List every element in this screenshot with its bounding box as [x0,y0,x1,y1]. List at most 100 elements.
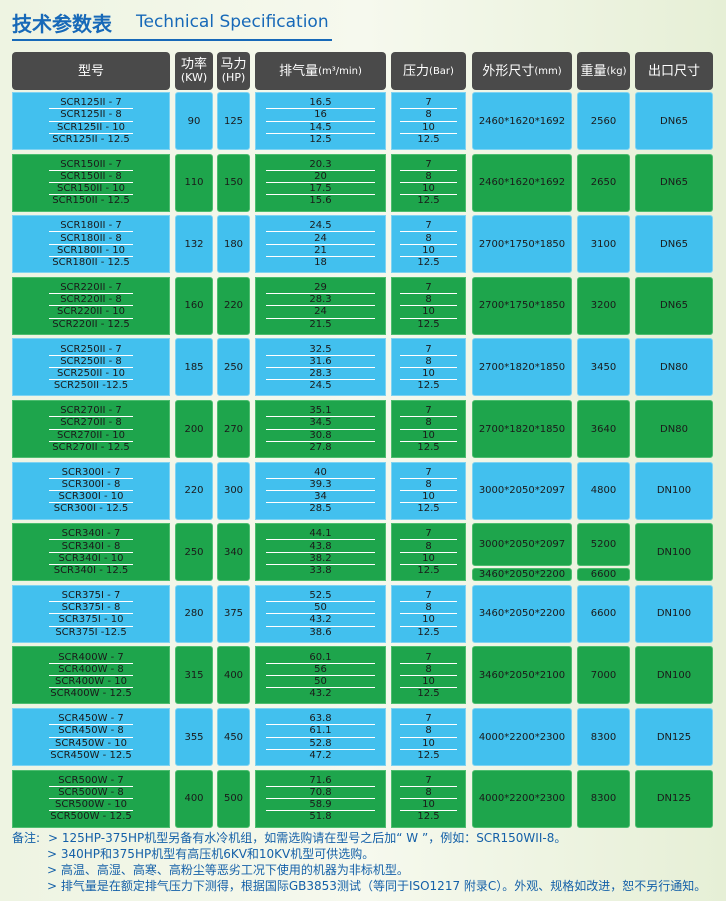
pressure: 8 [400,232,457,245]
pressure: 12.5 [417,688,440,700]
model: SCR300I - 10 [49,491,133,504]
pressure-cell: 7 8 10 12.5 [391,400,466,458]
model-cell: SCR270II - 7 SCR270II - 8 SCR270II - 10 SCR… [12,400,170,458]
flow: 38.6 [309,626,332,638]
flow: 70.8 [266,787,375,800]
column-header: 马力 (HP) [217,52,250,90]
model: SCR220II - 10 [49,306,133,319]
flow: 24 [266,306,375,319]
flow: 44.1 [266,528,375,541]
model: SCR375I - 8 [49,602,133,615]
model: SCR220II - 12.5 [52,318,130,330]
horsepower: 375 [217,584,250,643]
pressure: 10 [400,738,457,750]
model-cell: SCR250II - 7 SCR250II - 8 SCR250II - 10 SCR… [12,338,170,397]
model: SCR125II - 8 [49,109,133,122]
flow-cell: 44.1 43.8 38.2 33.8 [255,523,386,582]
header-unit: (m³/min) [318,65,362,77]
pressure: 10 [400,553,457,565]
model: SCR180II - 8 [49,232,133,245]
flow: 30.8 [266,430,375,442]
flow-cell: 40 39.3 34 28.5 [255,461,386,520]
model: SCR400W - 12.5 [50,688,132,700]
model: SCR450W - 7 [49,713,133,726]
power: 220 [175,461,213,520]
pressure: 8 [400,725,457,738]
flow: 12.5 [309,133,332,145]
pressure: 10 [400,676,457,689]
model: SCR250II - 7 [49,343,133,356]
outlet: DN100 [635,523,713,582]
weight: 3450 [577,338,630,397]
header-title: 重量 [580,63,607,79]
flow-cell: 63.8 61.1 52.8 47.2 [255,708,386,766]
header-unit: (KW) [180,71,208,84]
weight: 8300 [577,769,630,828]
model: SCR180II - 12.5 [52,257,130,269]
weight: 2560 [577,92,630,150]
model: SCR250II -12.5 [53,380,129,392]
column-header: 出口尺寸 [635,52,713,90]
pressure: 12.5 [417,811,440,823]
pressure: 12.5 [417,195,440,207]
power: 250 [175,523,213,582]
flow: 17.5 [266,183,375,196]
flow: 39.3 [266,479,375,492]
flow: 51.8 [309,811,332,823]
column-header: 型号 [12,52,170,90]
flow: 63.8 [266,713,375,726]
pressure: 8 [400,171,457,184]
header-title: 压力 [403,63,430,79]
outlet: DN65 [635,215,713,274]
pressure: 8 [400,602,457,615]
flow: 24.5 [266,220,375,233]
header-title: 马力 [220,57,247,72]
power: 185 [175,338,213,397]
flow: 40 [266,467,375,479]
outlet: DN100 [635,461,713,520]
model: SCR220II - 7 [49,282,133,295]
flow: 52.8 [266,738,375,750]
pressure-cell: 7 8 10 12.5 [391,92,466,150]
flow: 24 [266,232,375,245]
title-cn: 技术参数表 [12,12,112,36]
flow: 21 [266,245,375,257]
header-unit: (HP) [221,71,246,84]
model-cell: SCR500W - 7 SCR500W - 8 SCR500W - 10 SCR500… [12,769,170,828]
header-title: 功率 [180,57,207,72]
power: 315 [175,646,213,705]
flow: 47.2 [309,749,332,761]
pressure: 10 [400,122,457,134]
model: SCR375I -12.5 [55,626,127,638]
pressure: 7 [400,343,457,356]
flow-cell: 60.1 56 50 43.2 [255,646,386,705]
flow: 34 [266,491,375,504]
flow-cell: 24.5 24 21 18 [255,215,386,274]
outlet: DN65 [635,153,713,212]
dimensions: 2700*1750*1850 [472,276,572,335]
outlet: DN65 [635,92,713,150]
pressure: 7 [400,590,457,603]
power: 400 [175,769,213,828]
model: SCR340I - 12.5 [53,565,129,577]
flow: 61.1 [266,725,375,738]
model-cell: SCR150II - 7 SCR150II - 8 SCR150II - 10 SCR… [12,153,170,212]
pressure: 8 [400,479,457,492]
pressure: 10 [400,368,457,381]
notes-label: 备注: [12,831,41,845]
header-title: 外形尺寸 [482,63,535,79]
dimensions: 2460*1620*1692 [472,92,572,150]
pressure-cell: 7 8 10 12.5 [391,153,466,212]
flow: 29 [266,282,375,295]
header-unit: (kg) [606,65,627,77]
flow-cell: 35.1 34.5 30.8 27.8 [255,400,386,458]
dimensions: 3000*2050*2097 [472,523,572,566]
power: 355 [175,708,213,766]
flow: 43.2 [266,614,375,627]
model: SCR150II - 10 [49,183,133,196]
pressure-cell: 7 8 10 12.5 [391,523,466,582]
pressure: 12.5 [417,257,440,269]
pressure: 8 [400,294,457,307]
flow-cell: 71.6 70.8 58.9 51.8 [255,769,386,828]
outlet: DN100 [635,646,713,705]
